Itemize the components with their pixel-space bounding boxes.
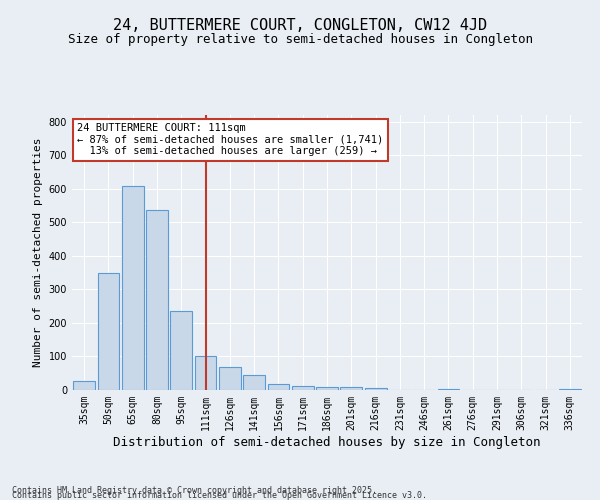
Text: Contains HM Land Registry data © Crown copyright and database right 2025.: Contains HM Land Registry data © Crown c… [12, 486, 377, 495]
Bar [437, 389, 460, 390]
Bar [194, 356, 217, 390]
Y-axis label: Number of semi-detached properties: Number of semi-detached properties [33, 138, 43, 367]
Bar [146, 210, 168, 390]
Bar [243, 375, 265, 390]
Bar [559, 389, 581, 390]
Text: 24 BUTTERMERE COURT: 111sqm
← 87% of semi-detached houses are smaller (1,741)
  : 24 BUTTERMERE COURT: 111sqm ← 87% of sem… [77, 123, 383, 156]
Bar [122, 186, 143, 390]
Text: Size of property relative to semi-detached houses in Congleton: Size of property relative to semi-detach… [67, 32, 533, 46]
Bar [292, 386, 314, 390]
X-axis label: Distribution of semi-detached houses by size in Congleton: Distribution of semi-detached houses by … [113, 436, 541, 448]
Bar [73, 380, 95, 390]
Bar [97, 274, 119, 390]
Bar [340, 386, 362, 390]
Bar [365, 388, 386, 390]
Bar [219, 367, 241, 390]
Text: Contains public sector information licensed under the Open Government Licence v3: Contains public sector information licen… [12, 491, 427, 500]
Text: 24, BUTTERMERE COURT, CONGLETON, CW12 4JD: 24, BUTTERMERE COURT, CONGLETON, CW12 4J… [113, 18, 487, 32]
Bar [268, 384, 289, 390]
Bar [170, 310, 192, 390]
Bar [316, 386, 338, 390]
